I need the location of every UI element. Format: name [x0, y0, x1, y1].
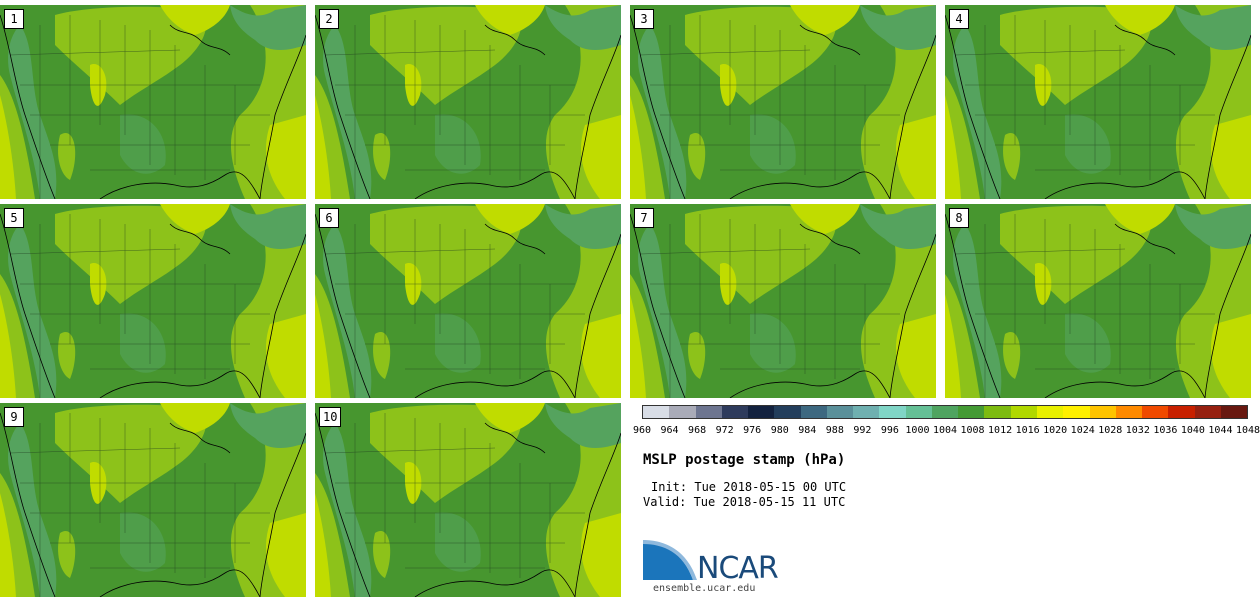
- colorbar-segment: [1168, 406, 1195, 418]
- colorbar-tick-label: 980: [770, 425, 789, 436]
- mslp-map: [0, 403, 306, 597]
- colorbar-tick-label: 1008: [960, 425, 985, 436]
- colorbar-segment: [643, 406, 670, 418]
- colorbar-segment: [774, 406, 801, 418]
- colorbar-segment: [879, 406, 906, 418]
- colorbar-tick-label: 1028: [1098, 425, 1123, 436]
- colorbar-tick-label: 996: [880, 425, 899, 436]
- colorbar-segment: [721, 406, 749, 418]
- member-number-label: 5: [4, 208, 24, 228]
- ensemble-member-map: 5: [0, 204, 306, 398]
- colorbar-tick-label: 976: [743, 425, 762, 436]
- chart-title: MSLP postage stamp (hPa): [643, 452, 846, 468]
- colorbar-tick-label: 988: [825, 425, 844, 436]
- colorbar-ticks: 960 964 968 972 976 980 984 988 992 996 1000 1004 10…: [632, 425, 1260, 439]
- colorbar-segment: [826, 406, 854, 418]
- colorbar-tick-label: 1004: [932, 425, 958, 436]
- member-number-label: 10: [319, 407, 342, 427]
- ensemble-member-map: 10: [315, 403, 621, 597]
- mslp-map: [0, 204, 306, 398]
- colorbar-segment: [800, 406, 827, 418]
- member-number-label: 9: [4, 407, 24, 427]
- colorbar-tick-label: 1036: [1153, 425, 1178, 436]
- colorbar-tick-label: 992: [853, 425, 872, 436]
- colorbar-tick-label: 1044: [1208, 425, 1233, 436]
- member-number-label: 2: [319, 9, 339, 29]
- member-number-label: 8: [949, 208, 969, 228]
- colorbar-tick-label: 1040: [1180, 425, 1205, 436]
- member-number-label: 7: [634, 208, 654, 228]
- colorbar-segment: [1115, 406, 1143, 418]
- mslp-map: [315, 5, 621, 199]
- ensemble-member-map: 9: [0, 403, 306, 597]
- colorbar-segment: [1010, 406, 1037, 418]
- colorbar-tick-label: 1012: [988, 425, 1013, 436]
- ensemble-member-map: 2: [315, 5, 621, 199]
- colorbar-segment: [748, 406, 775, 418]
- mslp-map: [630, 5, 936, 199]
- ensemble-member-map: 8: [945, 204, 1251, 398]
- ensemble-member-map: 7: [630, 204, 936, 398]
- colorbar-segment: [1194, 406, 1221, 418]
- colorbar-segment: [1220, 406, 1248, 418]
- colorbar-segment: [695, 406, 722, 418]
- colorbar-tick-label: 1020: [1043, 425, 1068, 436]
- site-url: ensemble.ucar.edu: [653, 583, 756, 594]
- pressure-colorbar: [642, 405, 1248, 419]
- colorbar-segment: [1063, 406, 1090, 418]
- colorbar-tick-label: 968: [688, 425, 707, 436]
- colorbar-tick-label: 1024: [1070, 425, 1095, 436]
- colorbar-segment: [958, 406, 985, 418]
- colorbar-segment: [984, 406, 1011, 418]
- ensemble-member-map: 4: [945, 5, 1251, 199]
- ensemble-member-map: 1: [0, 5, 306, 199]
- mslp-map: [0, 5, 306, 199]
- colorbar-segment: [905, 406, 932, 418]
- mslp-map: [315, 403, 621, 597]
- colorbar-tick-label: 960: [632, 425, 652, 436]
- colorbar-segment: [853, 406, 880, 418]
- colorbar-tick-label: 984: [798, 425, 817, 436]
- member-number-label: 6: [319, 208, 339, 228]
- colorbar-tick-label: 1032: [1125, 425, 1150, 436]
- member-number-label: 1: [4, 9, 24, 29]
- mslp-map: [945, 204, 1251, 398]
- colorbar-tick-label: 972: [715, 425, 734, 436]
- colorbar-tick-label: 1016: [1015, 425, 1040, 436]
- colorbar-segment: [1142, 406, 1169, 418]
- colorbar-segment: [669, 406, 696, 418]
- colorbar-tick-label: 1000: [905, 425, 930, 436]
- mslp-map: [945, 5, 1251, 199]
- valid-time: Valid: Tue 2018-05-15 11 UTC: [643, 495, 846, 509]
- ncar-logo-icon: [643, 540, 697, 580]
- ncar-logo-text: NCAR: [697, 551, 779, 586]
- member-number-label: 3: [634, 9, 654, 29]
- init-time: Init: Tue 2018-05-15 00 UTC: [651, 480, 847, 494]
- colorbar-segment: [1089, 406, 1116, 418]
- colorbar-tick-label: 964: [660, 425, 679, 436]
- ensemble-member-map: 3: [630, 5, 936, 199]
- member-number-label: 4: [949, 9, 969, 29]
- mslp-map: [315, 204, 621, 398]
- colorbar-segment: [931, 406, 959, 418]
- colorbar-segment: [1036, 406, 1064, 418]
- colorbar-tick-label: 1048: [1235, 425, 1260, 436]
- mslp-map: [630, 204, 936, 398]
- ensemble-member-map: 6: [315, 204, 621, 398]
